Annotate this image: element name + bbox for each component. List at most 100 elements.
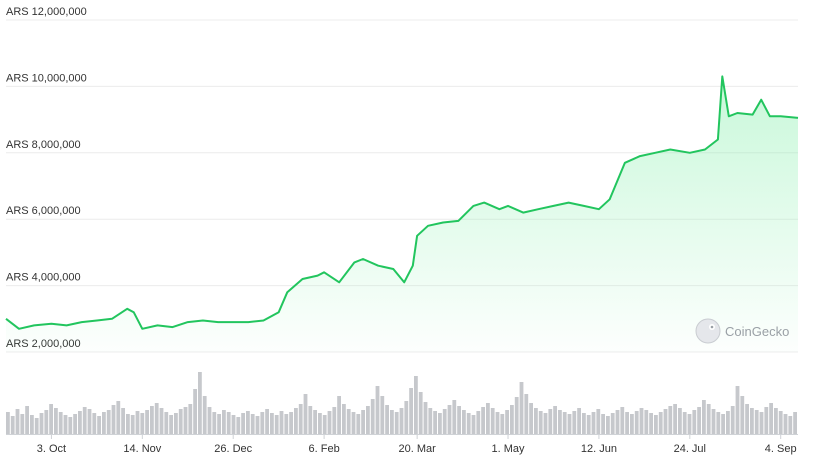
volume-bar: [202, 396, 207, 434]
volume-bar: [630, 414, 634, 434]
volume-bar: [404, 401, 409, 434]
volume-bar: [97, 416, 101, 434]
volume-bar: [529, 403, 533, 434]
volume-bar: [582, 413, 586, 434]
volume-bar: [111, 405, 116, 434]
volume-bar: [721, 414, 725, 434]
x-tick-label: 12. Jun: [581, 443, 617, 455]
volume-bar: [356, 414, 361, 434]
volume-bar: [54, 408, 58, 434]
volume-bar: [634, 411, 639, 434]
volume-bar: [447, 405, 452, 434]
volume-bar: [414, 376, 418, 434]
y-tick-label: ARS 12,000,000: [6, 6, 87, 18]
volume-bar: [745, 404, 749, 434]
volume-bar: [793, 412, 797, 434]
volume-bar: [486, 403, 490, 434]
volume-bar: [6, 412, 10, 434]
volume-bar: [15, 409, 20, 434]
volume-bar: [466, 413, 471, 434]
volume-bar: [82, 407, 87, 434]
volume-bar: [433, 411, 437, 434]
volume-bar: [591, 412, 596, 434]
price-line[interactable]: [5, 75, 799, 330]
x-tick-label: 3. Oct: [37, 443, 66, 455]
volume-bar: [169, 415, 173, 434]
volume-bar: [183, 407, 188, 434]
volume-bar: [34, 418, 39, 434]
volume-bar: [750, 408, 754, 434]
volume-bar: [788, 416, 793, 434]
volume-bar: [150, 406, 154, 434]
x-tick-label: 14. Nov: [123, 443, 161, 455]
volume-bar: [740, 396, 745, 434]
volume-bar: [783, 414, 788, 434]
volume-bar: [558, 410, 562, 434]
volume-bar: [654, 415, 658, 434]
volume-bar: [255, 416, 260, 434]
volume-bar: [260, 412, 265, 434]
volume-bar: [438, 413, 442, 434]
volume-bar: [610, 413, 615, 434]
volume-bar: [534, 408, 538, 434]
volume-bar: [620, 407, 625, 434]
volume-bar: [716, 412, 721, 434]
volume-bar: [711, 409, 716, 434]
volume-bar: [332, 407, 337, 434]
volume-bar: [207, 407, 212, 434]
y-axis: ARS 12,000,000 ARS 10,000,000 ARS 8,000,00…: [6, 6, 87, 350]
volume-bar: [500, 414, 505, 434]
volume-bar: [327, 411, 332, 434]
volume-bar: [159, 408, 164, 434]
volume-bar: [514, 397, 519, 434]
volume-bar: [164, 412, 169, 434]
volume-bar: [130, 415, 135, 434]
volume-bar: [649, 413, 653, 434]
volume-bar: [145, 410, 149, 434]
x-tick-label: 1. May: [492, 443, 526, 455]
volume-bar: [284, 414, 289, 434]
volume-bar: [428, 408, 433, 434]
volume-bar: [241, 413, 245, 434]
volume-bar: [370, 399, 375, 434]
volume-bar: [174, 413, 178, 434]
volume-bar: [270, 413, 274, 434]
volume-bar: [289, 412, 293, 434]
volume-bar: [682, 412, 687, 434]
price-area-fill: [6, 76, 798, 353]
volume-bar: [58, 412, 63, 434]
volume-bar: [409, 388, 413, 434]
volume-bar: [462, 410, 466, 434]
volume-bar: [308, 406, 313, 434]
volume-bar: [697, 407, 701, 434]
volume-bar: [361, 410, 365, 434]
volume-bar: [236, 417, 241, 434]
volume-bar: [567, 414, 572, 434]
volume-bar: [687, 414, 692, 434]
volume-bar: [778, 411, 783, 434]
volume-bar: [730, 406, 735, 434]
volume-bar: [226, 412, 231, 434]
volume-bar: [735, 386, 740, 434]
volume-bar: [702, 400, 706, 434]
volume-bar: [442, 409, 447, 434]
volume-bar: [92, 413, 97, 434]
volume-bar: [586, 415, 591, 434]
volume-bar: [668, 406, 673, 434]
volume-bar: [457, 406, 461, 434]
volume-bar: [764, 407, 769, 434]
volume-bar: [178, 409, 183, 434]
volume-bar: [250, 414, 255, 434]
volume-bar: [63, 415, 68, 434]
volume-bar: [673, 404, 677, 434]
x-tick-label: 26. Dec: [214, 443, 252, 455]
volume-bar: [20, 414, 25, 434]
volume-bar: [274, 415, 279, 434]
volume-bar: [596, 409, 601, 434]
volume-bar: [222, 410, 226, 434]
volume-bar: [78, 411, 82, 434]
volume-bar: [318, 413, 322, 434]
volume-bar: [495, 412, 500, 434]
volume-bar: [390, 410, 394, 434]
